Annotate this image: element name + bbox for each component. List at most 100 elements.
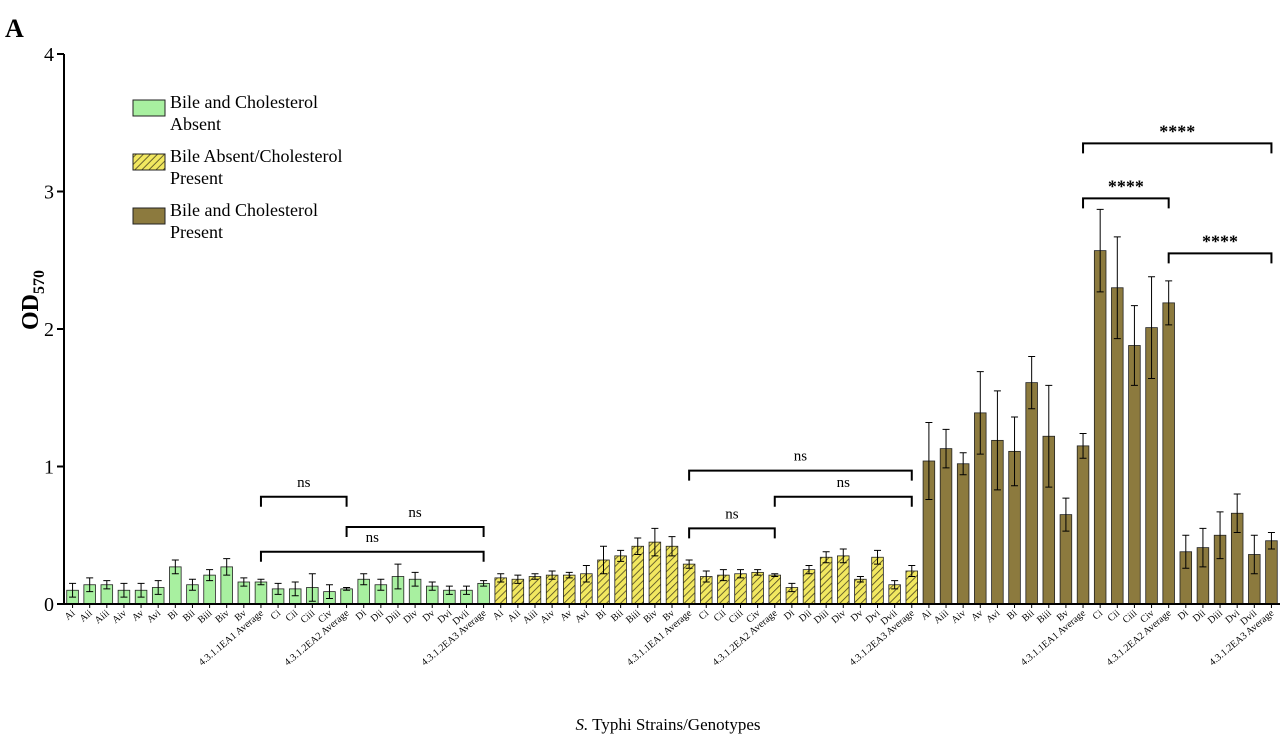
y-tick-label: 2 xyxy=(44,319,54,341)
x-tick-label: Bi xyxy=(594,608,608,623)
significance-label: ns xyxy=(297,475,311,491)
x-tick-label: Ai xyxy=(491,608,506,623)
significance-bracket xyxy=(345,526,485,537)
panel-label: A xyxy=(5,14,24,43)
x-tick-label: Ci xyxy=(1091,608,1105,623)
y-tick-label: 1 xyxy=(44,457,54,479)
bar-chol_only xyxy=(751,571,764,605)
significance-bracket xyxy=(259,495,348,507)
x-tick-label: Biv xyxy=(642,608,660,626)
x-tick-label: Bi xyxy=(166,608,180,623)
significance-label: **** xyxy=(1108,176,1144,196)
x-axis-label-italic: S. xyxy=(575,715,588,734)
bar-both xyxy=(1265,540,1278,605)
x-tick-label: Dii xyxy=(369,608,386,625)
significance-bracket xyxy=(773,495,913,507)
x-tick-label: Cii xyxy=(284,608,301,624)
x-tick-label: Bii xyxy=(1020,608,1037,624)
legend-label: Absent xyxy=(170,114,221,134)
legend-swatch-absent xyxy=(132,99,166,117)
y-tick-label: 3 xyxy=(44,182,54,204)
significance-bracket xyxy=(1082,197,1170,209)
x-tick-label: Dv xyxy=(421,608,437,624)
y-axis: 0 1 2 3 4 xyxy=(44,44,65,616)
x-tick-label: Diii xyxy=(384,608,403,627)
x-tick-label: Avi xyxy=(573,608,591,626)
significance-bracket xyxy=(688,527,776,539)
bar-chol_only xyxy=(854,578,867,605)
x-tick-label: Dvi xyxy=(1224,608,1243,626)
significance-bracket xyxy=(259,550,485,562)
x-tick-label: Av xyxy=(969,608,985,624)
x-tick-label: Div xyxy=(830,608,849,626)
bar-chol_only xyxy=(682,563,696,605)
x-tick-label: Diii xyxy=(812,608,831,627)
x-tick-label: Div xyxy=(401,608,420,626)
significance-label: ns xyxy=(408,505,422,521)
significance-annotations: ns ns ns ns ns ns **** **** **** xyxy=(259,121,1273,562)
bar-chol_only xyxy=(528,576,542,605)
x-tick-label: Bi xyxy=(1005,608,1019,623)
significance-bracket xyxy=(1082,142,1273,154)
bar-groups xyxy=(66,208,1278,605)
bar-both xyxy=(1093,250,1107,605)
x-tick-label: Avi xyxy=(984,608,1002,626)
bar-chol_only xyxy=(614,555,627,605)
x-tick-label: Bii xyxy=(181,608,198,624)
bar-chol_only xyxy=(768,574,781,605)
x-tick-label: Ai xyxy=(919,608,934,623)
significance-bracket xyxy=(688,469,913,481)
legend-swatch-chol_only xyxy=(132,153,166,171)
legend-label: Bile and Cholesterol xyxy=(170,92,318,112)
x-tick-label: Cii xyxy=(712,608,729,624)
x-tick-label: Ciii xyxy=(1121,608,1140,626)
x-tick-label: Biii xyxy=(624,608,643,626)
x-tick-label: Di xyxy=(1176,608,1191,623)
legend-label: Present xyxy=(170,168,223,188)
x-tick-label: Biii xyxy=(196,608,215,626)
x-tick-label: Av xyxy=(558,608,574,624)
significance-label: ns xyxy=(837,475,851,491)
significance-label: ns xyxy=(725,506,739,522)
bar-chol_only xyxy=(563,574,576,605)
x-tick-label: Aiv xyxy=(110,608,129,626)
x-tick-label: Dii xyxy=(1191,608,1208,625)
x-tick-label: Ciii xyxy=(299,608,318,626)
significance-label: ns xyxy=(366,530,380,546)
significance-label: **** xyxy=(1202,231,1238,251)
legend-swatch-both xyxy=(132,207,166,225)
x-tick-label: Bii xyxy=(609,608,626,624)
x-tick-label: Diii xyxy=(1206,608,1225,627)
legend-label: Bile Absent/Cholesterol xyxy=(170,146,343,166)
x-tick-label: Cii xyxy=(1106,608,1123,624)
x-tick-label: Aiii xyxy=(932,608,951,627)
x-tick-label: Aiii xyxy=(93,608,112,627)
x-tick-label: Aii xyxy=(506,608,523,625)
x-tick-label: Dvi xyxy=(436,608,455,626)
y-tick-group: 0 1 2 3 4 xyxy=(44,44,64,616)
significance-label: ns xyxy=(794,449,808,465)
x-tick-label: Aiv xyxy=(538,608,557,626)
x-tick-label: Dii xyxy=(797,608,814,625)
x-tick-label: Avi xyxy=(145,608,163,626)
bar-chol_only xyxy=(819,556,833,605)
x-tick-label: Av xyxy=(130,608,146,624)
bar-both xyxy=(956,463,970,605)
x-tick-label: Ci xyxy=(697,608,711,623)
x-tick-label: Di xyxy=(782,608,797,623)
y-tick-label: 0 xyxy=(44,594,54,616)
y-axis-label-subscript: 570 xyxy=(31,270,48,294)
x-tick-label: Dv xyxy=(849,608,865,624)
x-tick-label: Biii xyxy=(1035,608,1054,626)
x-tick-label: Aii xyxy=(78,608,95,625)
x-tick-label: Dvi xyxy=(864,608,883,626)
x-tick-label: Aiii xyxy=(521,608,540,627)
bar-both xyxy=(1025,382,1038,605)
x-axis-label-rest: Typhi Strains/Genotypes xyxy=(588,715,760,734)
legend-label: Present xyxy=(170,222,223,242)
bar-both xyxy=(1162,302,1175,605)
significance-bracket xyxy=(1167,252,1273,264)
